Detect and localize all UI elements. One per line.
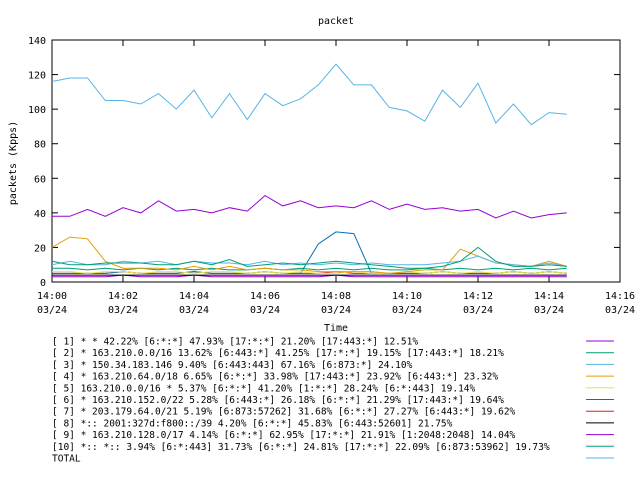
x-tick-date: 03/24 bbox=[321, 305, 351, 316]
legend-label: [ 1] * * 42.22% [6:*:*] 47.93% [17:*:*] … bbox=[52, 337, 418, 348]
legend-label: TOTAL bbox=[52, 454, 81, 465]
legend-label: [ 3] * 150.34.183.146 9.40% [6:443:443] … bbox=[52, 360, 413, 371]
x-tick-date: 03/24 bbox=[37, 305, 67, 316]
series-line bbox=[52, 231, 567, 274]
y-tick-label: 20 bbox=[34, 243, 46, 254]
legend-label: [ 9] * 163.210.128.0/17 4.14% [6:*:*] 62… bbox=[52, 430, 516, 441]
x-tick-date: 03/24 bbox=[605, 305, 635, 316]
y-tick-label: 40 bbox=[34, 209, 46, 220]
series-line bbox=[51, 63, 567, 126]
y-tick-label: 140 bbox=[28, 36, 46, 47]
x-tick-label: 14:10 bbox=[392, 291, 422, 302]
legend-label: [ 5] 163.210.0.0/16 * 5.37% [6:*:*] 41.2… bbox=[52, 383, 476, 394]
series-line bbox=[52, 271, 567, 274]
series-line bbox=[51, 246, 567, 269]
series-line bbox=[52, 274, 567, 278]
y-tick-label: 0 bbox=[40, 278, 46, 289]
y-tick-label: 120 bbox=[28, 71, 46, 82]
series-line bbox=[51, 236, 567, 274]
x-axis-label: Time bbox=[324, 323, 348, 334]
x-tick-date: 03/24 bbox=[108, 305, 138, 316]
series-line bbox=[51, 255, 567, 267]
x-tick-label: 14:16 bbox=[605, 291, 635, 302]
x-tick-date: 03/24 bbox=[179, 305, 209, 316]
y-tick-label: 100 bbox=[28, 105, 46, 116]
x-tick-label: 14:14 bbox=[534, 291, 564, 302]
x-tick-label: 14:00 bbox=[37, 291, 67, 302]
x-tick-label: 14:12 bbox=[463, 291, 493, 302]
legend-label: [ 7] * 203.179.64.0/21 5.19% [6:873:5726… bbox=[52, 407, 516, 418]
x-tick-label: 14:04 bbox=[179, 291, 209, 302]
y-tick-label: 80 bbox=[34, 140, 46, 151]
x-tick-date: 03/24 bbox=[463, 305, 493, 316]
x-tick-date: 03/24 bbox=[534, 305, 564, 316]
x-tick-label: 14:02 bbox=[108, 291, 138, 302]
legend-label: [ 2] * 163.210.0.0/16 13.62% [6:443:*] 4… bbox=[52, 348, 504, 359]
legend-label: [ 4] * 163.210.64.0/18 6.65% [6:*:*] 33.… bbox=[52, 372, 498, 383]
chart-title: packet bbox=[318, 16, 354, 27]
plot-border bbox=[51, 39, 621, 283]
legend-label: [ 6] * 163.210.152.0/22 5.28% [6:443:*] … bbox=[52, 395, 504, 406]
x-tick-label: 14:08 bbox=[321, 291, 351, 302]
x-tick-date: 03/24 bbox=[250, 305, 280, 316]
x-tick-label: 14:06 bbox=[250, 291, 280, 302]
legend-label: [ 8] *:: 2001:327d:f800::/39 4.20% [6:*:… bbox=[52, 418, 453, 429]
y-axis-label: packets (Kpps) bbox=[8, 121, 19, 205]
legend-label: [10] *:: *:: 3.94% [6:*:443] 31.73% [6:*… bbox=[52, 442, 550, 453]
y-tick-label: 60 bbox=[34, 174, 46, 185]
x-tick-date: 03/24 bbox=[392, 305, 422, 316]
series-line bbox=[52, 194, 567, 219]
